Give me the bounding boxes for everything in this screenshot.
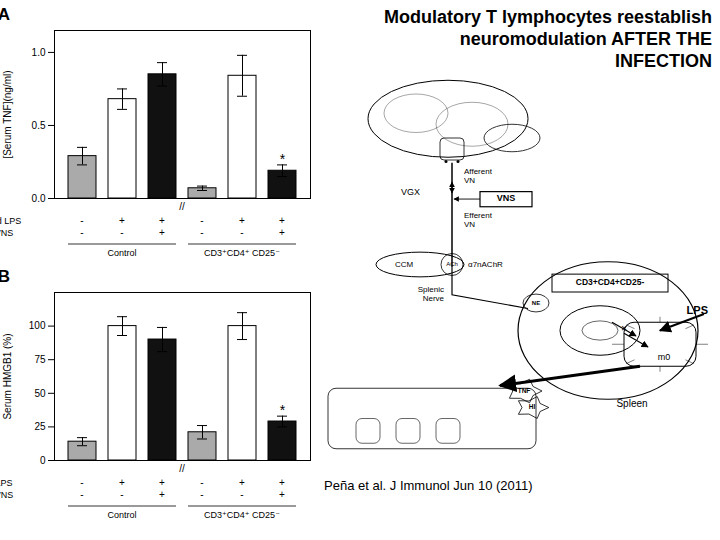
svg-text:-: - bbox=[80, 227, 83, 238]
svg-text:-: - bbox=[120, 489, 123, 500]
svg-text:-: - bbox=[80, 489, 83, 500]
svg-text:α7nAChR: α7nAChR bbox=[468, 260, 503, 269]
svg-text:ACh: ACh bbox=[446, 261, 458, 267]
svg-text:NE: NE bbox=[532, 300, 540, 306]
svg-text:Control: Control bbox=[107, 248, 136, 258]
svg-text:VGX: VGX bbox=[401, 187, 420, 197]
svg-text:[Serum TNF](ng/ml): [Serum TNF](ng/ml) bbox=[2, 70, 13, 158]
svg-text:-: - bbox=[120, 227, 123, 238]
html-text:Modulatory T lymphocytes reest: Modulatory T lymphocytes reestablish neu… bbox=[383, 7, 712, 71]
svg-text:75: 75 bbox=[34, 354, 46, 365]
html-text:Peña et al. J Immunol Jun 10 (: Peña et al. J Immunol Jun 10 (2011) bbox=[324, 478, 533, 493]
svg-text:Spleen: Spleen bbox=[616, 398, 647, 409]
svg-text:+: + bbox=[159, 227, 165, 238]
svg-text:CD3⁺CD4⁺ CD25⁻: CD3⁺CD4⁺ CD25⁻ bbox=[204, 248, 280, 258]
svg-text:+: + bbox=[119, 477, 125, 488]
svg-text:m0: m0 bbox=[658, 352, 671, 362]
svg-text:B: B bbox=[0, 267, 10, 286]
svg-text:-: - bbox=[80, 215, 83, 226]
svg-text:*: * bbox=[280, 402, 286, 418]
svg-text:+: + bbox=[279, 215, 285, 226]
svg-text:CD3+CD4+CD25-: CD3+CD4+CD25- bbox=[576, 277, 645, 287]
svg-text:CD3⁺CD4⁺ CD25⁻: CD3⁺CD4⁺ CD25⁻ bbox=[204, 510, 280, 520]
svg-text:100: 100 bbox=[29, 320, 46, 331]
svg-text:-: - bbox=[200, 489, 203, 500]
svg-text:A: A bbox=[0, 5, 10, 24]
svg-text://: // bbox=[179, 463, 185, 474]
svg-text:*: * bbox=[280, 151, 286, 167]
svg-text:1.0: 1.0 bbox=[32, 47, 46, 58]
svg-text:-: - bbox=[80, 477, 83, 488]
svg-text:TNF: TNF bbox=[518, 387, 531, 394]
svg-text:+: + bbox=[159, 489, 165, 500]
svg-text:+: + bbox=[279, 489, 285, 500]
svg-text:SplenicNerve: SplenicNerve bbox=[418, 285, 445, 303]
svg-text:EfferentVN: EfferentVN bbox=[464, 211, 493, 229]
svg-text:+: + bbox=[239, 477, 245, 488]
svg-text:Control: Control bbox=[107, 510, 136, 520]
svg-text:-: - bbox=[200, 477, 203, 488]
svg-text:Serum HMGB1 (%): Serum HMGB1 (%) bbox=[2, 333, 13, 419]
svg-text:0.5: 0.5 bbox=[32, 120, 46, 131]
svg-text:+: + bbox=[159, 477, 165, 488]
svg-text:+: + bbox=[159, 215, 165, 226]
svg-text:25: 25 bbox=[34, 421, 46, 432]
svg-text://: // bbox=[179, 201, 185, 212]
svg-text:VNS: VNS bbox=[0, 228, 13, 238]
svg-text:+: + bbox=[279, 227, 285, 238]
svg-text:VNS: VNS bbox=[497, 193, 516, 203]
svg-text:HI: HI bbox=[529, 403, 536, 410]
svg-text:+: + bbox=[239, 215, 245, 226]
svg-text:50: 50 bbox=[34, 388, 46, 399]
svg-text:+: + bbox=[119, 215, 125, 226]
svg-text:-: - bbox=[240, 489, 243, 500]
svg-text:AfferentVN: AfferentVN bbox=[464, 167, 493, 185]
svg-text:0.0: 0.0 bbox=[32, 193, 46, 204]
svg-text:CCM: CCM bbox=[395, 260, 414, 269]
svg-text:VNS: VNS bbox=[0, 490, 13, 500]
svg-text:+: + bbox=[279, 477, 285, 488]
svg-text:LPS: LPS bbox=[0, 478, 13, 488]
svg-text:-: - bbox=[200, 227, 203, 238]
svg-text:-: - bbox=[240, 227, 243, 238]
svg-text:0: 0 bbox=[40, 455, 46, 466]
svg-text:LPS: LPS bbox=[687, 304, 708, 316]
svg-text:-: - bbox=[200, 215, 203, 226]
svg-text:2nd LPS: 2nd LPS bbox=[0, 216, 21, 226]
svg-text:✕: ✕ bbox=[621, 324, 628, 333]
